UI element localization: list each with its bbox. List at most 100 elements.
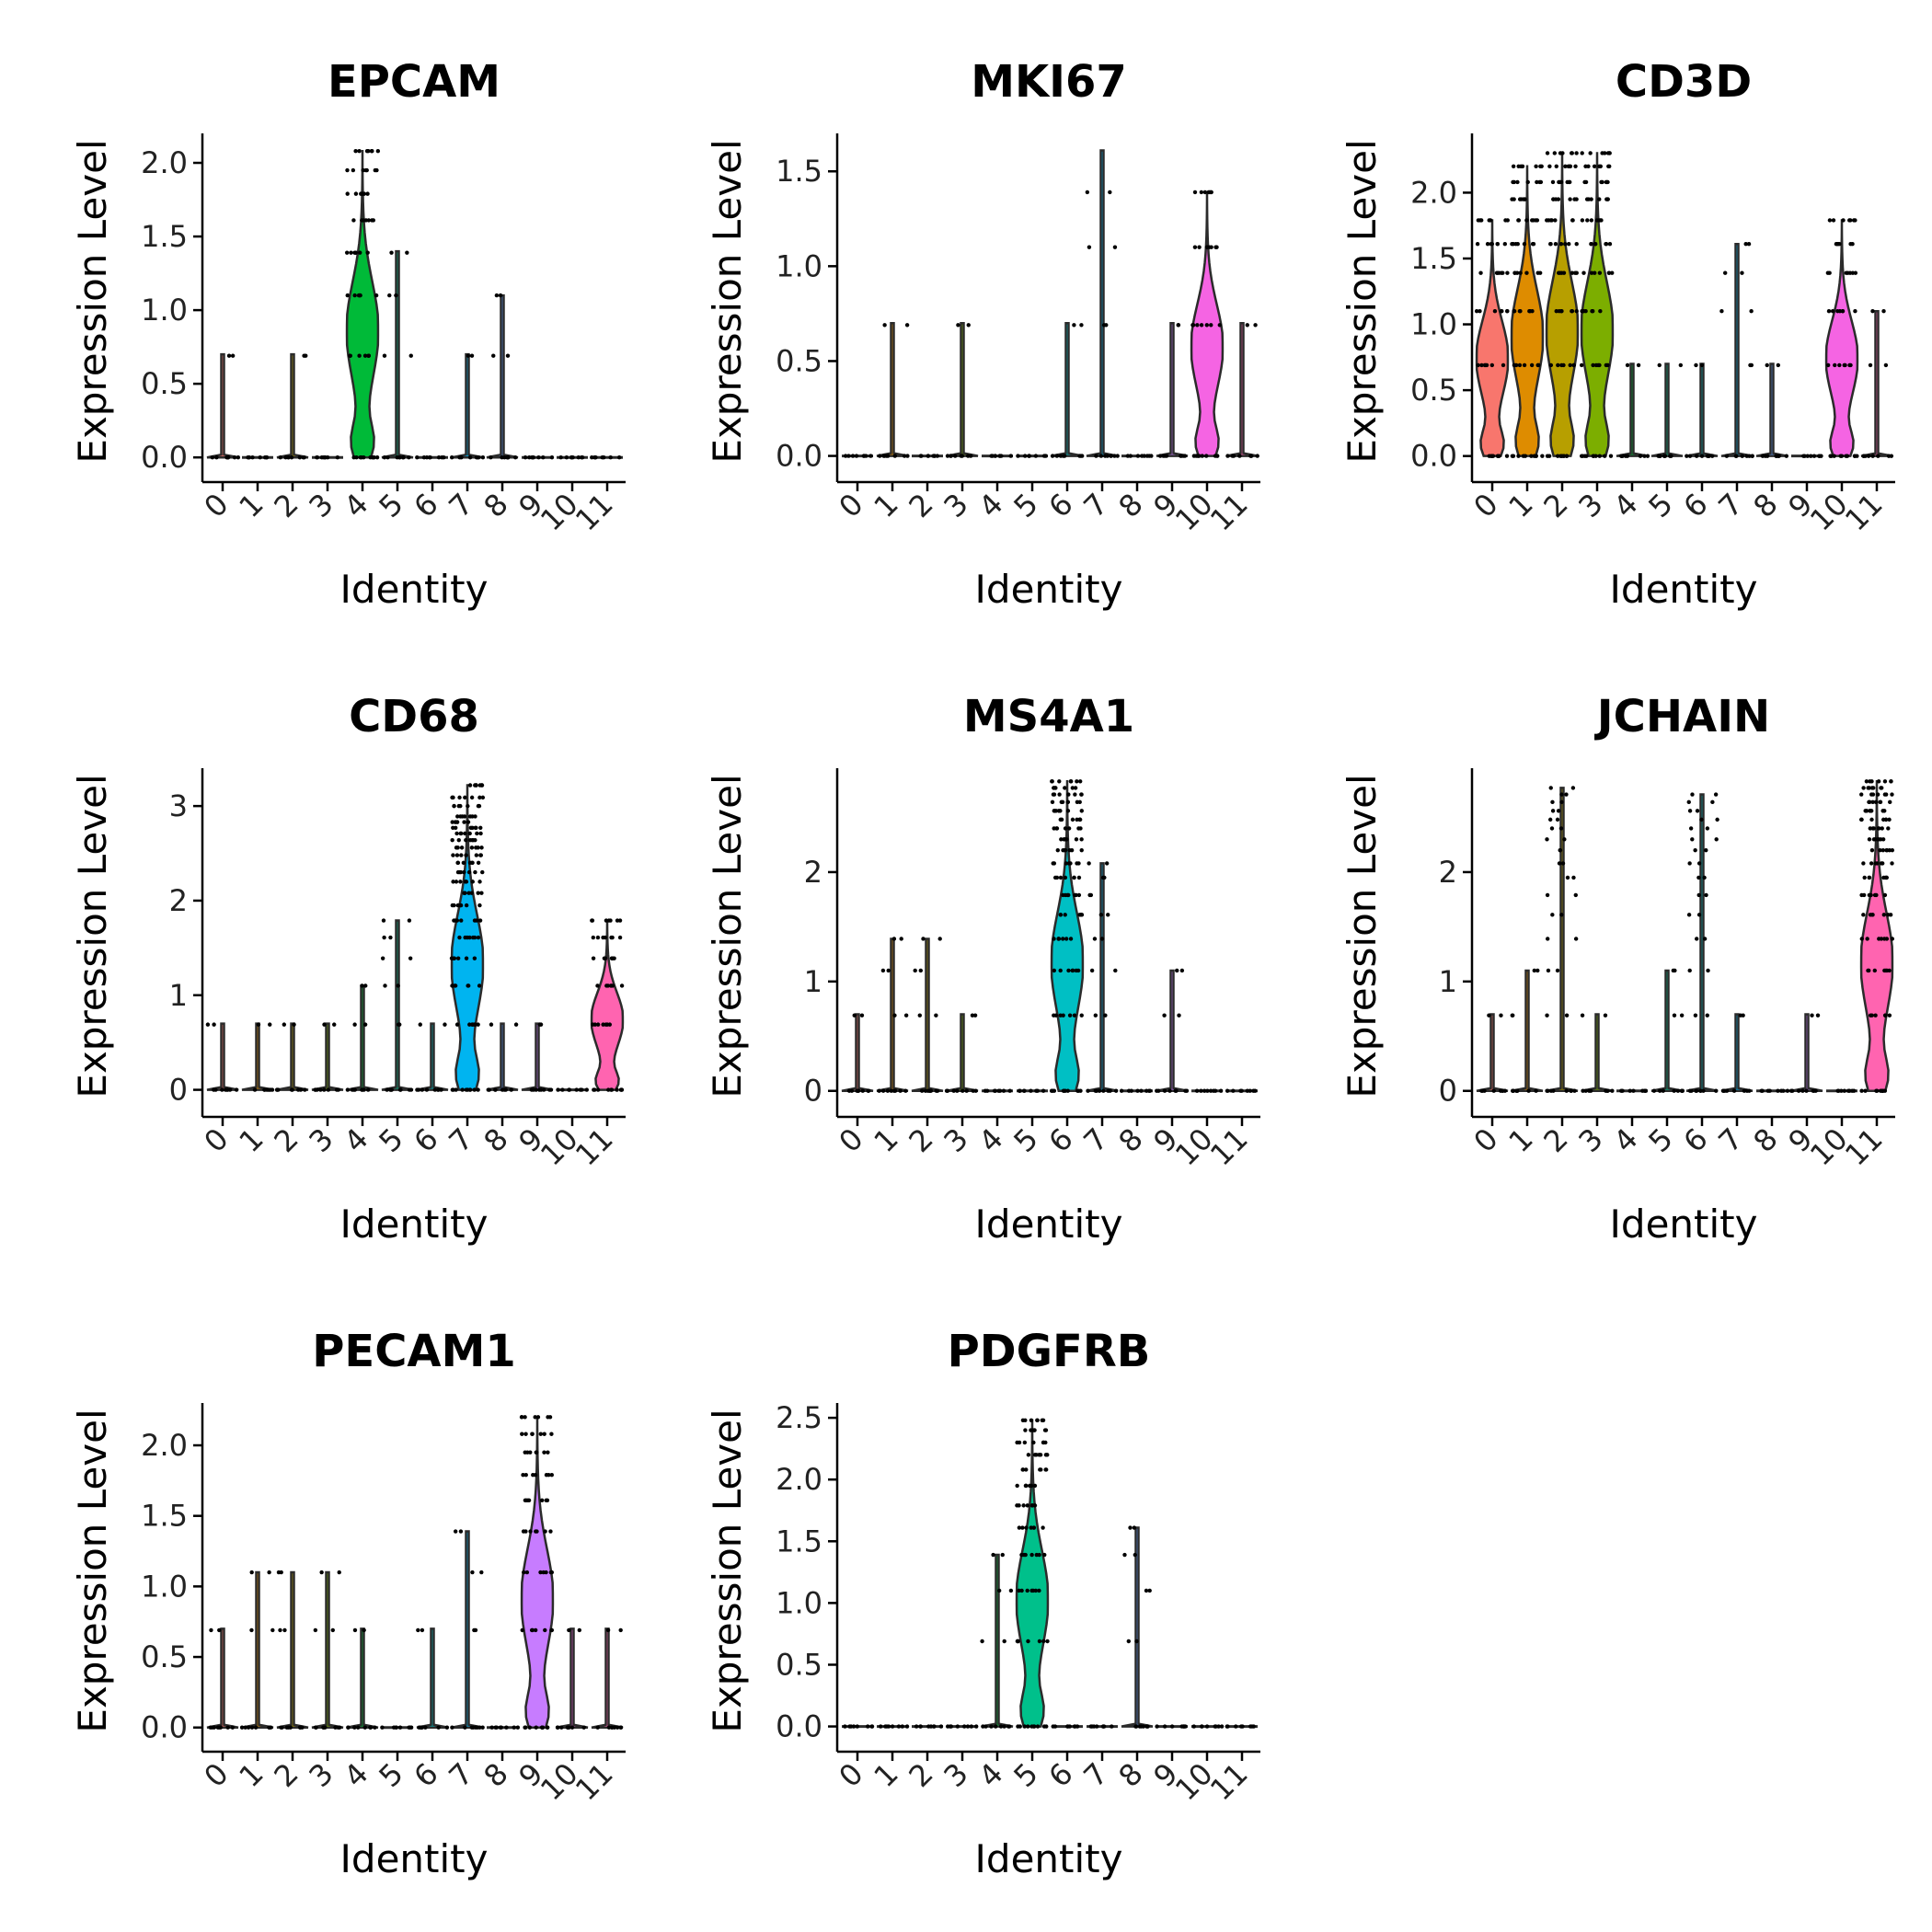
data-point: [1600, 179, 1604, 185]
x-tick-label: 5: [1641, 1121, 1679, 1159]
data-point: [1219, 1724, 1225, 1729]
data-point: [1869, 861, 1874, 866]
data-point: [1065, 809, 1071, 813]
data-point: [549, 1570, 555, 1575]
data-point: [1478, 309, 1482, 314]
data-point: [559, 1725, 564, 1730]
data-point: [1859, 792, 1864, 797]
data-point: [423, 1725, 428, 1730]
data-point: [345, 167, 350, 173]
data-point: [335, 454, 340, 460]
data-point: [1869, 817, 1874, 822]
data-point: [567, 1627, 571, 1633]
data-point: [1525, 179, 1530, 185]
data-point: [1032, 1483, 1038, 1489]
data-point: [1651, 1088, 1657, 1093]
y-tick-label: 2: [1439, 855, 1457, 890]
data-point: [453, 1529, 458, 1534]
data-point: [1556, 197, 1561, 201]
data-point: [321, 1725, 327, 1730]
data-point: [605, 1627, 611, 1633]
data-point: [1042, 1428, 1048, 1432]
data-point: [1134, 1639, 1139, 1644]
data-point: [332, 1022, 337, 1027]
data-point: [1505, 270, 1510, 275]
data-point: [1558, 270, 1562, 275]
data-point: [1784, 454, 1789, 458]
data-point: [1866, 454, 1871, 458]
data-point: [1556, 362, 1560, 368]
data-point: [1052, 861, 1057, 866]
data-point: [615, 1087, 619, 1092]
violin-2: [276, 352, 309, 459]
data-point: [1571, 362, 1576, 368]
data-point: [1560, 151, 1565, 155]
data-point: [368, 1725, 373, 1730]
data-point: [1890, 937, 1895, 941]
violin-7: [1086, 862, 1119, 1092]
data-point: [523, 1725, 528, 1730]
data-point: [1133, 1552, 1138, 1558]
data-point: [1872, 837, 1878, 842]
data-point: [1605, 197, 1610, 201]
data-point: [360, 191, 364, 196]
data-point: [1032, 1503, 1038, 1508]
data-point: [1696, 875, 1701, 880]
data-point: [606, 1725, 612, 1730]
data-point: [1714, 1088, 1719, 1093]
violin-3: [946, 321, 979, 457]
violin-0: [206, 1022, 239, 1091]
data-point: [843, 1724, 847, 1729]
data-point: [1841, 218, 1846, 223]
data-point: [1021, 1503, 1026, 1508]
data-point: [502, 1087, 507, 1092]
data-point: [919, 1088, 925, 1093]
data-point: [1695, 809, 1700, 813]
data-point: [1740, 270, 1744, 275]
data-point: [373, 1725, 377, 1730]
data-point: [451, 795, 455, 800]
data-point: [1063, 786, 1067, 790]
data-point: [289, 454, 294, 460]
data-point: [1076, 875, 1082, 880]
data-point: [357, 149, 362, 154]
data-point: [1476, 362, 1480, 368]
data-point: [459, 845, 465, 850]
data-point: [502, 454, 507, 460]
data-point: [1523, 197, 1527, 201]
data-point: [1548, 1088, 1554, 1093]
data-point: [1041, 1525, 1045, 1530]
data-point: [408, 1725, 414, 1730]
data-point: [549, 1627, 554, 1633]
data-point: [1204, 323, 1210, 328]
data-point: [1056, 809, 1062, 813]
data-point: [1882, 809, 1887, 813]
data-point: [1802, 454, 1807, 458]
data-point: [926, 1724, 931, 1729]
data-point: [1126, 1639, 1132, 1644]
data-point: [236, 454, 241, 460]
data-point: [847, 1724, 852, 1729]
data-point: [615, 1725, 620, 1730]
data-point: [408, 1087, 414, 1092]
data-point: [297, 454, 303, 460]
data-point: [1518, 270, 1523, 275]
data-point: [1056, 937, 1061, 941]
data-point: [1035, 1724, 1041, 1729]
data-point: [1870, 799, 1875, 805]
x-tick-label: 7: [1711, 487, 1749, 524]
data-point: [1563, 164, 1568, 168]
y-tick-label: 0.5: [776, 343, 822, 378]
data-point: [1583, 1088, 1588, 1093]
data-point: [1749, 309, 1754, 314]
x-tick-label: 3: [1571, 487, 1609, 524]
data-point: [1091, 1724, 1097, 1729]
data-point: [1029, 1483, 1034, 1489]
data-point: [538, 1570, 543, 1575]
violin-3: [311, 1570, 344, 1729]
data-point: [904, 1724, 910, 1729]
data-point: [1662, 454, 1667, 458]
data-point: [477, 795, 482, 800]
data-point: [1052, 826, 1056, 831]
data-point: [1204, 454, 1209, 458]
